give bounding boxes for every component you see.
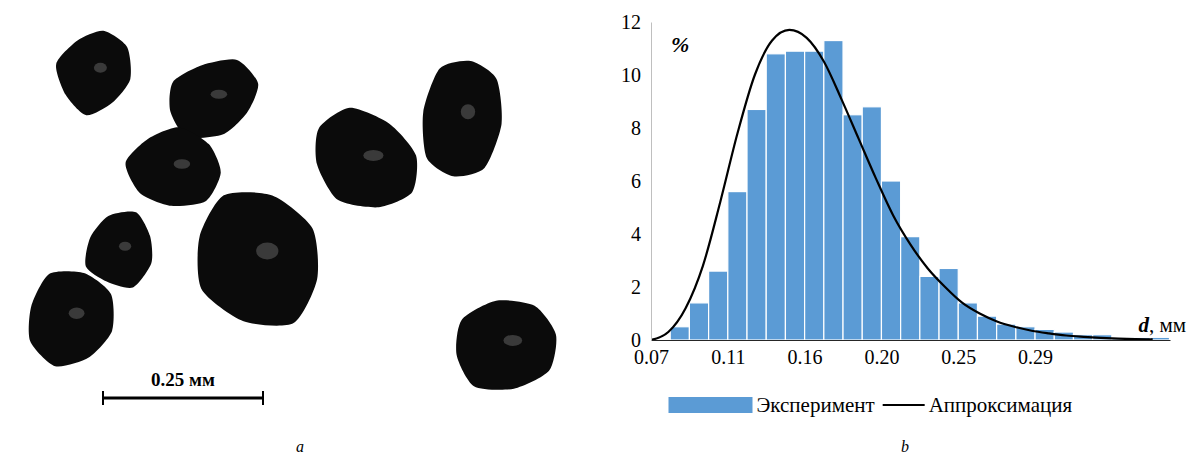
histogram-bar	[709, 271, 728, 340]
particle	[456, 300, 556, 389]
bars	[670, 41, 1169, 340]
y-axis-title: %	[671, 32, 689, 57]
particle	[56, 31, 131, 116]
x-tick: 0.25	[941, 340, 976, 368]
particle-highlight	[119, 242, 131, 251]
histogram-bar	[939, 268, 958, 340]
y-tick-label: 4	[631, 223, 641, 245]
particle	[126, 127, 221, 206]
y-tick: 6	[631, 170, 651, 192]
y-tick-label: 8	[631, 117, 641, 139]
approximation-line	[651, 30, 1153, 340]
x-tick-label: 0.25	[941, 346, 976, 368]
scale-bar-label: 0.25 мм	[151, 369, 215, 390]
image-panel: 0.25 мм a	[29, 31, 557, 455]
x-tick-label: 0.29	[1018, 346, 1053, 368]
histogram-bar	[862, 107, 881, 340]
x-tick: 0.16	[788, 340, 823, 368]
panel-label: b	[901, 438, 909, 455]
histogram-bar	[785, 51, 804, 340]
x-tick: 0.11	[711, 340, 745, 368]
histogram-bar	[689, 303, 708, 340]
legend-label: Эксперимент	[756, 393, 874, 417]
particle-highlight	[503, 335, 522, 346]
x-tick-label: 0.20	[864, 346, 899, 368]
histogram-bar	[824, 41, 843, 340]
y-tick: 8	[631, 117, 651, 139]
histogram-bar	[881, 181, 900, 340]
particle-highlight	[211, 90, 228, 99]
panel-label: a	[296, 438, 304, 455]
y-tick-label: 0	[631, 329, 641, 351]
particle	[198, 192, 318, 326]
legend-item: Аппроксимация	[883, 393, 1073, 417]
particle-highlight	[363, 150, 383, 161]
particle-highlight	[174, 159, 191, 169]
legend-swatch	[668, 397, 752, 413]
y-axis-line	[651, 23, 652, 341]
particle-highlight	[94, 63, 107, 73]
histogram-bar	[728, 192, 747, 340]
histogram-bar	[805, 51, 824, 340]
y-tick: 0	[631, 329, 651, 351]
histogram-bar	[1150, 337, 1169, 340]
y-tick: 4	[631, 223, 651, 245]
x-axis-title: d, мм	[1138, 313, 1186, 337]
x-axis: 0.070.110.160.200.250.29	[634, 340, 1171, 368]
scale-bar-end	[102, 391, 104, 405]
scale-bar	[103, 397, 263, 400]
x-tick-label: 0.11	[711, 346, 745, 368]
histogram-bar	[766, 54, 785, 340]
particle	[169, 59, 258, 138]
particle	[423, 61, 502, 177]
histogram-bar	[958, 303, 977, 340]
particle-highlight	[69, 307, 85, 319]
legend: Эксперимент Аппроксимация	[668, 393, 1072, 417]
figure: 0.25 ммa0.070.110.160.200.250.2902468101…	[0, 0, 1194, 468]
x-tick: 0.29	[1018, 340, 1053, 368]
y-tick: 12	[621, 11, 651, 33]
particle	[29, 271, 114, 366]
histogram-bar	[920, 276, 939, 340]
y-tick-label: 10	[621, 64, 641, 86]
plot-area	[651, 30, 1169, 340]
legend-label: Аппроксимация	[929, 393, 1073, 417]
histogram-bar	[843, 115, 862, 340]
particle-highlight	[461, 104, 475, 119]
scale-bar-end	[262, 391, 264, 405]
x-axis-line	[652, 340, 1171, 341]
particle-highlight	[256, 243, 278, 260]
y-tick-label: 2	[631, 276, 641, 298]
histogram-bar	[747, 109, 766, 340]
y-tick-label: 6	[631, 170, 641, 192]
particle	[316, 108, 418, 208]
y-tick-label: 12	[621, 11, 641, 33]
legend-swatch	[883, 404, 925, 406]
legend-item: Эксперимент	[668, 393, 874, 417]
y-tick: 2	[631, 276, 651, 298]
particle	[85, 211, 152, 288]
histogram-bar	[901, 237, 920, 340]
x-tick: 0.20	[864, 340, 899, 368]
x-tick-label: 0.16	[788, 346, 823, 368]
chart-panel: 0.070.110.160.200.250.29024681012%d, ммЭ…	[621, 11, 1186, 455]
y-tick: 10	[621, 64, 651, 86]
y-axis: 0 2 4 6 8 10 12	[621, 11, 652, 351]
